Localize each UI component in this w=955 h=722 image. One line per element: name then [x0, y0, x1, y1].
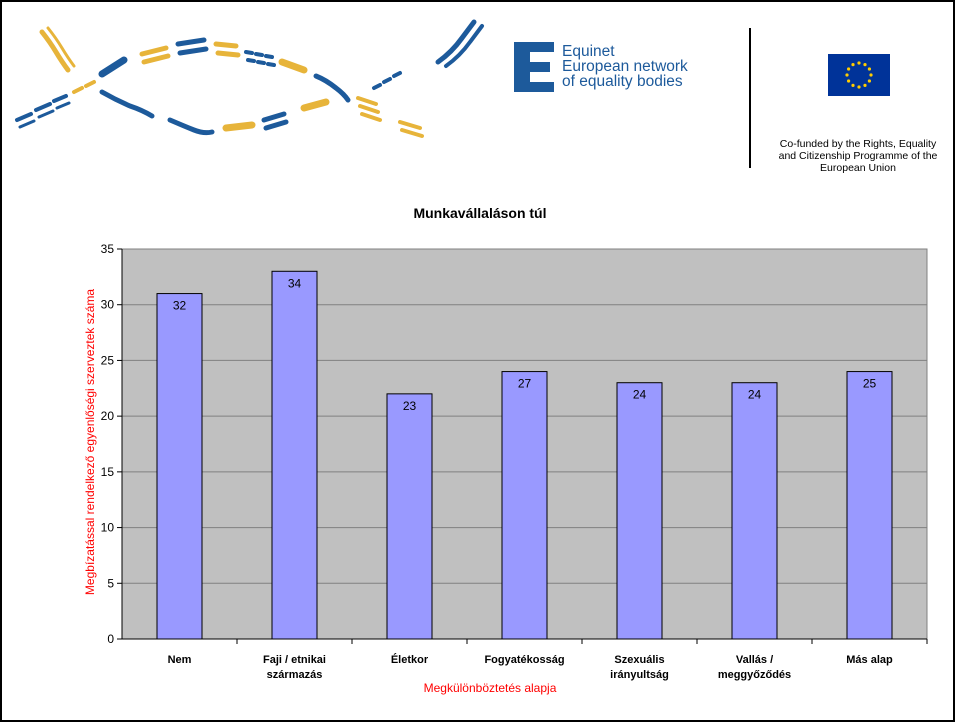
x-tick-label: Nem	[168, 654, 192, 666]
x-axis-ticks: Nem Faji / etnikai származás Életkor Fogyaté…	[168, 639, 928, 681]
data-label: 34	[288, 276, 302, 290]
data-label: 24	[748, 388, 762, 402]
x-tick-label: Szexuális	[614, 654, 664, 666]
y-tick-label: 20	[101, 409, 115, 423]
funding-note-line: and Citizenship Programme of the	[778, 150, 938, 162]
x-tick-label: irányultság	[610, 669, 669, 681]
x-tick-label: Faji / etnikai	[263, 654, 326, 666]
org-name-line: Equinet	[562, 43, 615, 60]
organization-name: Equinet European network of equality bod…	[562, 43, 688, 90]
y-axis-ticks: 0 5 10 15 20 25 30 35	[101, 242, 122, 646]
chart-title: Munkavállaláson túl	[413, 205, 546, 221]
data-label: 32	[173, 299, 187, 313]
x-axis-title: Megkülönböztetés alapja	[424, 681, 557, 695]
bar	[386, 393, 433, 640]
data-label: 25	[863, 377, 877, 391]
x-tick-label: Életkor	[391, 653, 429, 666]
equinet-logo-icon	[514, 42, 554, 92]
funding-note-line: European Union	[820, 162, 896, 174]
eu-flag-icon	[828, 54, 890, 96]
y-tick-label: 30	[101, 298, 115, 312]
banner-wave-graphic	[15, 19, 484, 138]
y-tick-label: 35	[101, 242, 115, 256]
bar	[731, 382, 778, 640]
x-tick-label: származás	[267, 669, 323, 681]
bar	[616, 382, 663, 640]
data-label: 24	[633, 388, 647, 402]
y-tick-label: 25	[101, 353, 115, 367]
bars	[156, 270, 893, 640]
funding-note-line: Co-funded by the Rights, Equality	[779, 138, 937, 150]
bar	[846, 371, 893, 640]
org-name-line: of equality bodies	[562, 73, 683, 90]
x-tick-label: Vallás /	[736, 654, 773, 666]
bar	[156, 293, 203, 640]
y-tick-label: 15	[101, 465, 115, 479]
funding-note: Co-funded by the Rights, Equality and Ci…	[754, 138, 953, 174]
org-name-line: European network	[562, 58, 688, 75]
y-tick-label: 10	[101, 521, 115, 535]
data-label: 23	[403, 399, 417, 413]
x-tick-label: Más alap	[846, 654, 893, 666]
bar	[271, 270, 318, 640]
data-labels: 32 34 23 27 24 24 25	[173, 276, 877, 413]
bar	[501, 371, 548, 640]
y-axis-title: Megbízatással rendelkező egyenlőségi sze…	[83, 289, 97, 595]
x-tick-label: Fogyatékosság	[484, 654, 564, 666]
x-tick-label: meggyőződés	[718, 669, 791, 681]
y-tick-label: 5	[107, 576, 114, 590]
data-label: 27	[518, 377, 532, 391]
header-divider	[749, 28, 751, 168]
y-tick-label: 0	[107, 632, 114, 646]
